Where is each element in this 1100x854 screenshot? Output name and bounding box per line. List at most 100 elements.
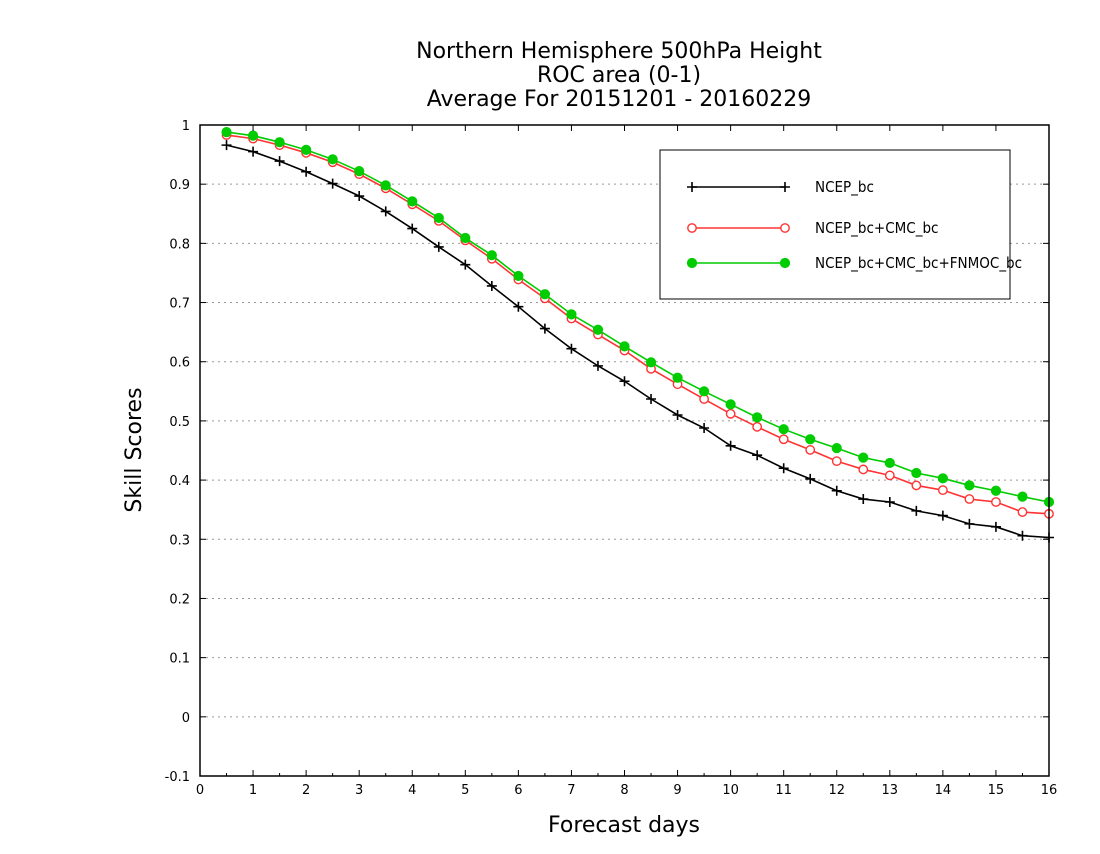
series-3 (221, 127, 1055, 508)
x-tick-label: 16 (1041, 783, 1058, 798)
data-point (301, 166, 312, 177)
data-point (725, 399, 736, 410)
data-point (513, 301, 524, 312)
x-tick-label: 13 (882, 783, 899, 798)
data-point (937, 473, 948, 484)
legend-label: NCEP_bc+CMC_bc+FNMOC_bc (815, 254, 1022, 273)
y-tick-label: 0.7 (169, 297, 190, 312)
y-tick-label: 0.5 (169, 415, 190, 430)
legend-marker (687, 223, 697, 233)
series-1 (221, 140, 1054, 543)
data-point (486, 250, 497, 261)
data-point (990, 485, 1002, 496)
legend-marker (780, 182, 790, 192)
y-tick-label: 0.2 (169, 592, 190, 607)
x-tick-label: 4 (408, 783, 416, 798)
data-point (619, 376, 630, 387)
data-point (274, 137, 285, 148)
series-line (226, 144, 1050, 539)
x-tick-label: 12 (828, 783, 845, 798)
legend-marker (686, 257, 698, 269)
data-point (672, 372, 683, 383)
data-point (407, 223, 418, 234)
x-tick-label: 9 (673, 783, 681, 798)
data-point (539, 289, 551, 300)
data-point (831, 443, 842, 454)
data-point (911, 467, 922, 479)
data-point (937, 485, 948, 496)
data-point (566, 343, 577, 354)
legend-marker (780, 223, 790, 233)
y-tick-label: 0 (182, 711, 190, 726)
data-point (327, 154, 338, 165)
data-point (380, 206, 391, 217)
data-point (354, 166, 365, 177)
x-axis-label: Forecast days (548, 813, 700, 838)
data-point (805, 445, 816, 455)
data-point (247, 130, 259, 141)
x-tick-label: 3 (355, 783, 363, 798)
data-point (911, 480, 922, 491)
data-point (831, 456, 842, 467)
data-point (698, 386, 710, 397)
data-point (858, 494, 869, 505)
data-point (645, 357, 657, 368)
x-tick-label: 5 (461, 783, 469, 798)
data-point (566, 309, 577, 320)
legend-entry-1: NCEP_bc (687, 178, 874, 197)
data-point (486, 280, 497, 291)
data-point (964, 480, 975, 491)
x-tick-label: 11 (775, 783, 792, 798)
data-point (805, 434, 816, 445)
data-point (221, 127, 232, 138)
data-point (1017, 507, 1028, 517)
x-tick-label: 10 (722, 783, 739, 798)
data-point (752, 450, 763, 461)
data-point (884, 470, 895, 481)
y-tick-label: 0.4 (169, 474, 190, 489)
data-point (619, 341, 630, 352)
x-tick-label: 2 (302, 783, 310, 798)
legend-marker (779, 257, 791, 269)
legend-marker (687, 182, 697, 192)
data-point (354, 191, 365, 202)
y-axis-ticks: -0.1 0 0.1 0.2 0.3 0.4 0.5 0.6 0.7 0.8 0.9 1 (165, 119, 1049, 785)
data-point (646, 394, 657, 405)
data-point (433, 241, 444, 252)
data-point (991, 497, 1001, 507)
data-point (884, 496, 895, 507)
x-tick-label: 1 (249, 783, 257, 798)
y-tick-label: 0.8 (169, 237, 190, 252)
data-point (699, 423, 710, 434)
data-point (1017, 530, 1028, 541)
x-tick-label: 6 (514, 783, 522, 798)
data-point (433, 212, 444, 224)
legend-label: NCEP_bc (815, 178, 874, 197)
data-point (778, 463, 789, 474)
x-tick-label: 15 (988, 783, 1005, 798)
legend-entry-2: NCEP_bc+CMC_bc (687, 219, 938, 238)
data-point (858, 464, 869, 475)
data-point (725, 408, 736, 419)
data-point (858, 452, 869, 463)
data-point (380, 180, 391, 191)
data-point (592, 324, 604, 335)
data-point (778, 424, 789, 435)
data-point (327, 178, 338, 189)
data-point (752, 412, 763, 423)
data-point (725, 440, 736, 451)
data-point (460, 259, 471, 270)
data-series (221, 127, 1055, 543)
legend-entry-3: NCEP_bc+CMC_bc+FNMOC_bc (686, 254, 1022, 273)
data-point (778, 434, 789, 445)
y-axis-label: Skill Scores (122, 387, 147, 512)
data-point (513, 270, 524, 282)
data-point (752, 421, 763, 432)
chart-title-line-2: ROC area (0-1) (537, 63, 701, 88)
data-point (221, 140, 232, 151)
x-tick-label: 8 (620, 783, 628, 798)
data-point (805, 473, 816, 484)
y-tick-label: 0.3 (169, 533, 190, 548)
